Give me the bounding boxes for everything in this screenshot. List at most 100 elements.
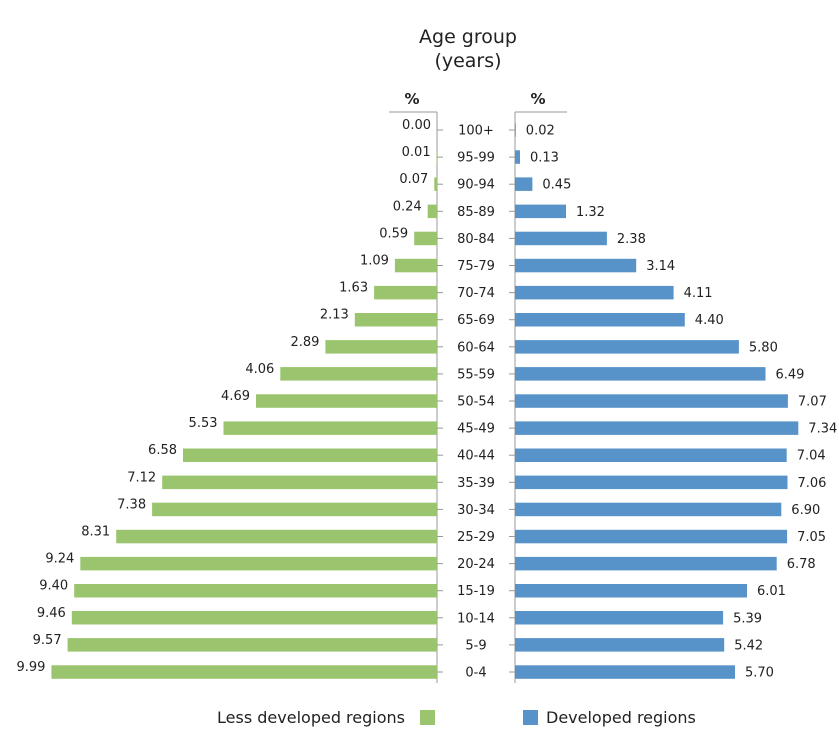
value-label-less-developed: 4.06 <box>245 362 274 377</box>
bar-developed-50-54 <box>515 394 788 408</box>
bar-developed-30-34 <box>515 502 782 517</box>
age-group-label: 75-79 <box>457 259 495 274</box>
bar-developed-80-84 <box>515 231 607 246</box>
bar-developed-15-19 <box>515 584 747 598</box>
bar-less-developed-55-59 <box>280 367 437 381</box>
chart-title: Age group <box>419 26 517 48</box>
age-group-label: 45-49 <box>457 422 495 437</box>
value-label-less-developed: 9.46 <box>37 606 66 621</box>
age-group-label: 50-54 <box>457 395 495 410</box>
value-label-developed: 5.80 <box>749 340 778 355</box>
legend-label-less-developed: Less developed regions <box>217 708 405 727</box>
value-label-developed: 7.04 <box>797 449 826 464</box>
value-label-less-developed: 2.89 <box>290 335 319 350</box>
age-group-label: 0-4 <box>465 666 486 681</box>
bar-developed-75-79 <box>515 258 637 273</box>
value-label-developed: 0.13 <box>530 151 559 166</box>
age-group-label: 65-69 <box>457 313 495 328</box>
bar-less-developed-20-24 <box>80 556 438 571</box>
value-label-developed: 6.01 <box>757 584 786 599</box>
left-unit-label: % <box>404 90 419 108</box>
value-label-developed: 7.05 <box>797 530 826 545</box>
value-label-less-developed: 9.24 <box>45 552 74 567</box>
bar-developed-95-99 <box>515 150 520 164</box>
bar-developed-0-4 <box>515 665 735 679</box>
age-group-label: 15-19 <box>457 584 495 599</box>
value-label-less-developed: 4.69 <box>221 389 250 404</box>
value-label-developed: 5.70 <box>745 666 774 681</box>
bar-less-developed-30-34 <box>152 502 437 517</box>
bar-developed-55-59 <box>515 367 766 381</box>
bar-less-developed-65-69 <box>354 313 437 327</box>
value-label-less-developed: 0.00 <box>402 118 431 133</box>
bar-less-developed-40-44 <box>183 448 437 462</box>
age-group-label: 10-14 <box>457 611 495 626</box>
age-group-label: 80-84 <box>457 232 495 247</box>
bar-less-developed-10-14 <box>71 611 438 625</box>
value-label-developed: 5.42 <box>734 638 763 653</box>
value-label-less-developed: 9.57 <box>33 633 62 648</box>
value-label-less-developed: 6.58 <box>148 443 177 458</box>
value-label-less-developed: 0.01 <box>402 145 431 160</box>
bar-developed-5-9 <box>515 638 725 652</box>
bar-developed-20-24 <box>515 556 777 571</box>
age-group-label: 100+ <box>458 124 494 139</box>
chart-subtitle: (years) <box>434 50 501 72</box>
age-group-label: 40-44 <box>457 449 495 464</box>
value-label-developed: 7.34 <box>808 422 837 437</box>
age-group-label: 5-9 <box>465 638 486 653</box>
age-group-label: 30-34 <box>457 503 495 518</box>
value-label-less-developed: 7.38 <box>117 497 146 512</box>
age-group-label: 70-74 <box>457 286 495 301</box>
age-group-label: 90-94 <box>457 178 495 193</box>
value-label-developed: 6.78 <box>787 557 816 572</box>
bar-developed-100plus <box>515 123 516 137</box>
value-label-less-developed: 0.24 <box>393 199 422 214</box>
bar-less-developed-35-39 <box>162 475 437 490</box>
bar-less-developed-5-9 <box>67 638 437 652</box>
value-label-less-developed: 2.13 <box>320 308 349 323</box>
age-group-label: 95-99 <box>457 151 495 166</box>
value-label-developed: 0.02 <box>526 124 555 139</box>
value-label-less-developed: 8.31 <box>81 525 110 540</box>
value-label-less-developed: 5.53 <box>189 416 218 431</box>
legend-swatch-developed <box>523 710 538 725</box>
bar-less-developed-15-19 <box>74 584 437 598</box>
bar-less-developed-70-74 <box>374 285 437 300</box>
value-label-developed: 5.39 <box>733 611 762 626</box>
value-label-developed: 3.14 <box>646 259 675 274</box>
bar-less-developed-50-54 <box>256 394 437 408</box>
value-label-developed: 4.40 <box>695 313 724 328</box>
right-unit-label: % <box>530 90 545 108</box>
value-label-developed: 0.45 <box>542 178 571 193</box>
bar-developed-35-39 <box>515 475 788 490</box>
value-label-less-developed: 0.07 <box>399 172 428 187</box>
value-label-less-developed: 9.40 <box>39 579 68 594</box>
bar-developed-90-94 <box>515 177 533 191</box>
bar-less-developed-0-4 <box>51 665 438 679</box>
bar-developed-10-14 <box>515 611 724 625</box>
bar-less-developed-45-49 <box>223 421 437 435</box>
bar-developed-70-74 <box>515 285 674 300</box>
bar-less-developed-90-94 <box>434 177 437 191</box>
legend-swatch-less-developed <box>420 710 435 725</box>
bar-less-developed-80-84 <box>414 231 437 246</box>
value-label-developed: 2.38 <box>617 232 646 247</box>
chart-marks: 100+ 0.00 0.02 95-99 0.01 0.13 90-94 0.07 0.45 85… <box>16 118 837 681</box>
bar-developed-65-69 <box>515 313 685 327</box>
age-group-label: 20-24 <box>457 557 495 572</box>
value-label-less-developed: 9.99 <box>16 660 45 675</box>
bar-developed-25-29 <box>515 529 788 544</box>
value-label-developed: 6.49 <box>776 367 805 382</box>
value-label-less-developed: 7.12 <box>127 470 156 485</box>
value-label-less-developed: 0.59 <box>379 226 408 241</box>
bar-developed-45-49 <box>515 421 799 435</box>
bar-less-developed-60-64 <box>325 340 437 354</box>
value-label-developed: 7.06 <box>798 476 827 491</box>
bar-developed-60-64 <box>515 340 739 354</box>
age-group-label: 60-64 <box>457 340 495 355</box>
age-group-label: 85-89 <box>457 205 495 220</box>
value-label-less-developed: 1.09 <box>360 254 389 269</box>
bar-less-developed-85-89 <box>427 204 437 219</box>
